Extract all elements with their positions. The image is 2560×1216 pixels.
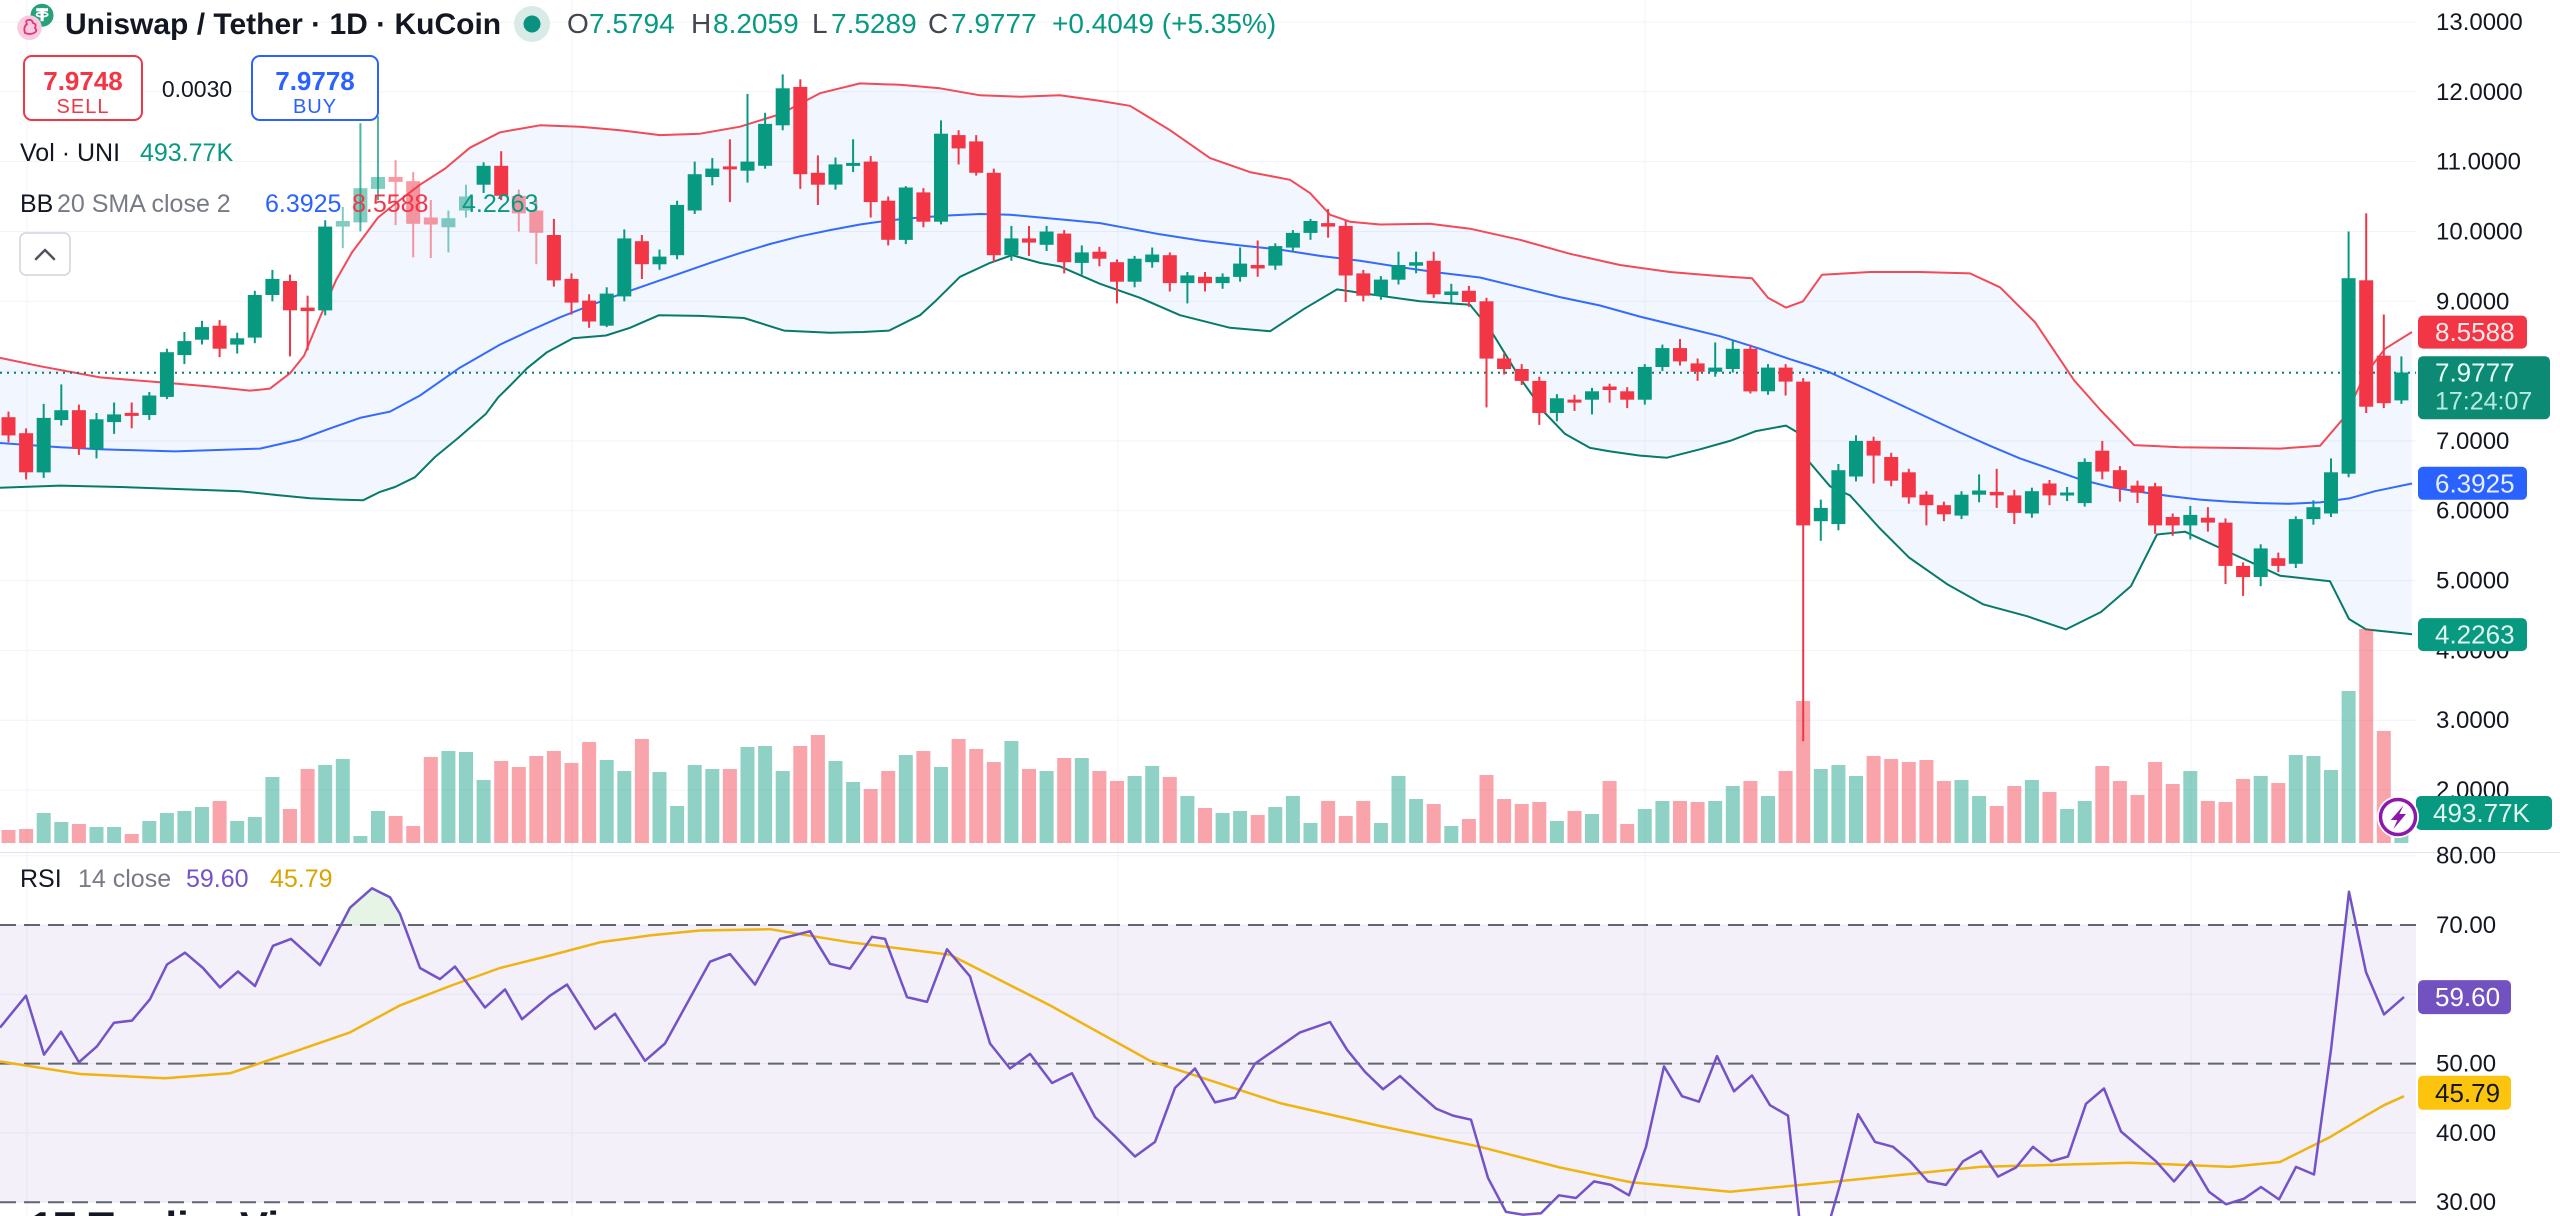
svg-text:6.0000: 6.0000 [2436, 498, 2509, 525]
svg-text:3.0000: 3.0000 [2436, 707, 2509, 734]
svg-text:59.60: 59.60 [186, 865, 249, 893]
svg-text:7.9777: 7.9777 [2435, 358, 2515, 388]
svg-text:6.3925: 6.3925 [265, 190, 341, 218]
svg-text:11.0000: 11.0000 [2436, 149, 2521, 176]
svg-text:20 SMA close 2: 20 SMA close 2 [57, 190, 231, 218]
svg-text:59.60: 59.60 [2435, 982, 2500, 1012]
svg-text:17 TradingView: 17 TradingView [30, 1203, 335, 1216]
svg-text:SELL: SELL [57, 96, 110, 118]
svg-text:4.2263: 4.2263 [2435, 620, 2515, 650]
svg-text:40.00: 40.00 [2436, 1120, 2496, 1147]
svg-text:L: L [812, 8, 828, 39]
svg-text:493.77K: 493.77K [2433, 798, 2531, 828]
svg-text:H: H [691, 8, 711, 39]
svg-text:30.00: 30.00 [2436, 1189, 2496, 1216]
svg-text:80.00: 80.00 [2436, 843, 2496, 870]
svg-text:7.9748: 7.9748 [43, 66, 123, 96]
svg-text:493.77K: 493.77K [140, 139, 233, 167]
svg-text:14 close: 14 close [78, 865, 171, 893]
svg-text:9.0000: 9.0000 [2436, 288, 2509, 315]
svg-text:+0.4049 (+5.35%): +0.4049 (+5.35%) [1052, 8, 1276, 39]
svg-text:C: C [928, 8, 948, 39]
svg-text:13.0000: 13.0000 [2436, 9, 2523, 36]
svg-text:0.0030: 0.0030 [162, 76, 232, 102]
svg-text:17:24:07: 17:24:07 [2435, 388, 2532, 416]
svg-text:BB: BB [20, 190, 53, 218]
svg-text:8.2059: 8.2059 [713, 8, 799, 39]
svg-text:7.9777: 7.9777 [951, 8, 1037, 39]
svg-text:O: O [567, 8, 589, 39]
svg-text:BUY: BUY [293, 96, 337, 118]
svg-text:50.00: 50.00 [2436, 1051, 2496, 1078]
svg-text:70.00: 70.00 [2436, 912, 2496, 939]
svg-text:7.9778: 7.9778 [275, 66, 355, 96]
svg-text:Uniswap / Tether · 1D · KuCoin: Uniswap / Tether · 1D · KuCoin [65, 8, 501, 41]
svg-text:Vol · UNI: Vol · UNI [20, 139, 120, 167]
svg-text:8.5588: 8.5588 [352, 190, 428, 218]
svg-text:7.0000: 7.0000 [2436, 428, 2509, 455]
svg-text:7.5289: 7.5289 [831, 8, 917, 39]
svg-text:12.0000: 12.0000 [2436, 79, 2523, 106]
svg-text:6.3925: 6.3925 [2435, 468, 2515, 498]
svg-text:7.5794: 7.5794 [589, 8, 675, 39]
svg-text:45.79: 45.79 [270, 865, 333, 893]
svg-text:RSI: RSI [20, 865, 62, 893]
svg-text:4.2263: 4.2263 [462, 190, 538, 218]
svg-text:5.0000: 5.0000 [2436, 568, 2509, 595]
svg-text:45.79: 45.79 [2435, 1078, 2500, 1108]
svg-text:8.5588: 8.5588 [2435, 317, 2515, 347]
svg-text:10.0000: 10.0000 [2436, 219, 2523, 246]
